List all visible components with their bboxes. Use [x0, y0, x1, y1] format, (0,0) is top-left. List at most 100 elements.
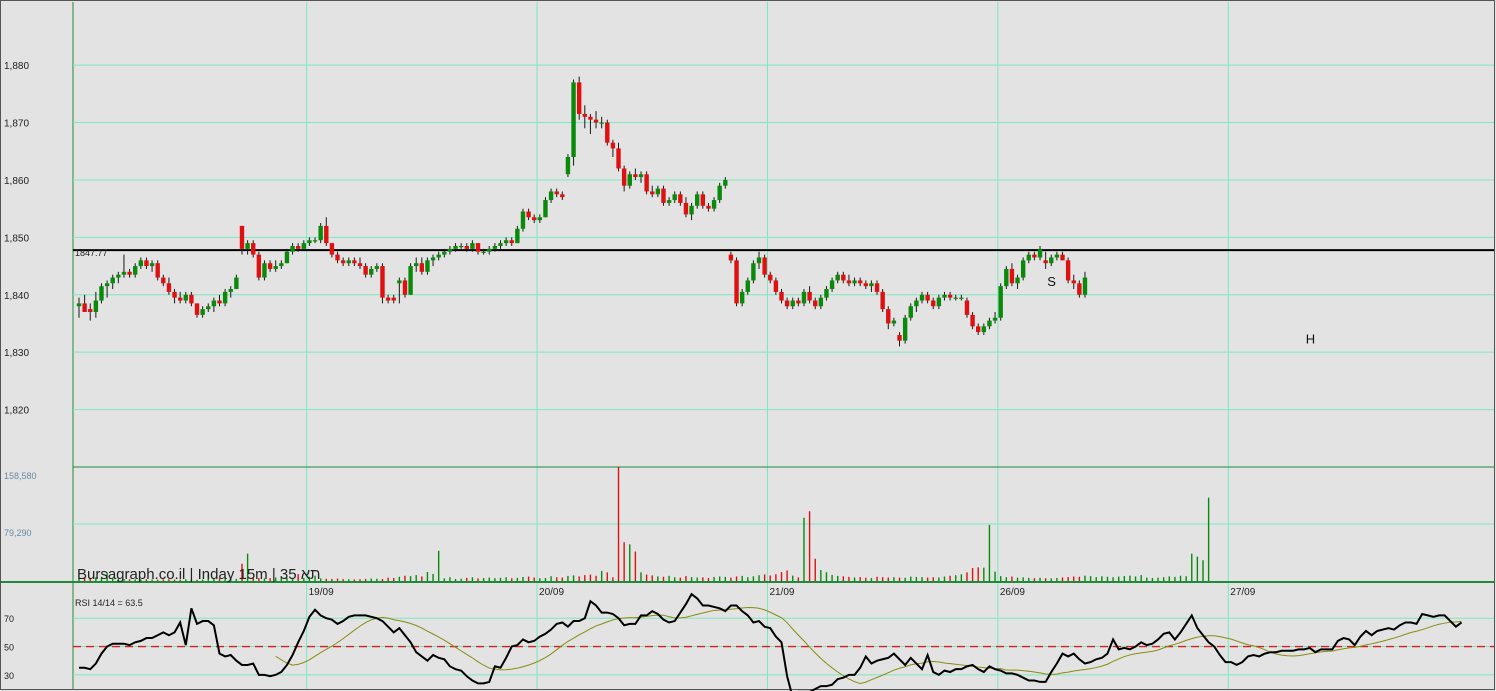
candle-down	[784, 300, 790, 307]
volume-tick-label: 79,290	[4, 528, 32, 538]
candle-up	[318, 225, 323, 241]
candle-up	[981, 326, 987, 333]
candle-up	[914, 300, 919, 307]
candle-up	[425, 260, 430, 272]
grid-lines	[72, 2, 1494, 689]
volume-bars	[78, 467, 1210, 581]
candle-down	[683, 202, 689, 215]
candle-down	[1071, 280, 1076, 284]
candle-up	[818, 297, 824, 307]
candle-up	[537, 217, 543, 221]
candle-up	[436, 254, 441, 258]
candle-up	[992, 317, 998, 321]
candle-down	[194, 303, 200, 315]
candle-down	[324, 225, 329, 244]
candle-up	[852, 280, 857, 284]
candle-up	[262, 263, 267, 278]
candle-down	[391, 297, 396, 301]
candle-down	[464, 245, 469, 249]
candle-up	[93, 300, 99, 312]
candle-down	[217, 300, 222, 304]
candle-down	[475, 243, 481, 252]
candle-up	[397, 280, 402, 284]
candle-up	[790, 300, 795, 307]
candle-down	[172, 291, 177, 298]
candle-up	[1082, 277, 1088, 295]
candle-down	[813, 300, 818, 307]
candle-up	[756, 257, 762, 264]
candle-up	[801, 291, 807, 304]
candle-down	[1065, 260, 1071, 281]
volume-tick-label: 158,580	[4, 471, 37, 481]
candle-up	[149, 263, 155, 267]
candle-down	[863, 283, 868, 287]
candle-down	[661, 188, 666, 203]
reference-price-label: 1847.77	[75, 248, 108, 258]
candle-down	[88, 309, 93, 312]
candle-up	[1004, 268, 1009, 287]
candle-down	[256, 254, 262, 278]
candle-up	[374, 266, 380, 269]
candle-up	[739, 291, 745, 304]
candle-down	[526, 211, 531, 218]
candle-down	[509, 240, 514, 244]
candle-down	[560, 194, 565, 198]
candle-down	[768, 274, 773, 281]
candle-down	[931, 300, 936, 307]
candle-down	[357, 263, 363, 267]
candle-up	[369, 268, 374, 275]
candle-up	[953, 297, 958, 299]
candle-down	[1060, 254, 1065, 261]
candle-up	[346, 260, 351, 264]
candle-down	[779, 291, 784, 301]
candle-down	[964, 300, 970, 315]
candle-up	[481, 251, 486, 253]
candle-down	[621, 168, 627, 186]
candle-up	[121, 271, 127, 275]
candle-down	[352, 260, 357, 264]
candle-up	[1054, 254, 1060, 258]
rsi-label: RSI 14/14 = 63.5	[75, 598, 143, 608]
candle-down	[554, 191, 559, 195]
candle-up	[936, 297, 942, 307]
candle-up	[829, 280, 835, 290]
date-tick-label: 20/09	[539, 587, 564, 598]
candle-down	[380, 266, 385, 298]
candle-down	[610, 142, 616, 149]
price-tick-label: 1,850	[4, 233, 29, 244]
candle-down	[880, 291, 885, 310]
candle-up	[211, 300, 217, 307]
candle-down	[857, 280, 863, 284]
candle-up	[520, 211, 526, 229]
candle-down	[616, 148, 621, 169]
candle-down	[706, 205, 711, 209]
candle-up	[498, 243, 503, 246]
candle-up	[959, 297, 964, 299]
overlays: Bursagraph.co.il | Inday 15m | 35 תא RSI…	[75, 248, 321, 608]
candle-up	[487, 248, 492, 252]
candle-down	[762, 257, 767, 275]
candle-up	[672, 194, 677, 201]
price-tick-label: 1,820	[4, 406, 29, 417]
candle-up	[138, 260, 144, 267]
candle-down	[161, 277, 166, 284]
candle-up	[1015, 277, 1020, 284]
candle-down	[605, 122, 610, 143]
candle-up	[543, 200, 548, 218]
candle-up	[891, 320, 897, 324]
candle-down	[846, 280, 852, 284]
candle-down	[295, 245, 301, 249]
candle-up	[453, 245, 458, 249]
candle-up	[234, 277, 239, 290]
candle-up	[222, 291, 228, 304]
rsi-tick-label: 70	[4, 614, 14, 624]
candle-down	[807, 291, 812, 301]
candle-down	[841, 274, 846, 281]
candle-down	[773, 280, 779, 292]
candle-up	[723, 179, 728, 186]
candle-up	[1049, 257, 1054, 264]
candle-up	[228, 289, 233, 292]
candle-up	[104, 283, 110, 287]
candle-down	[925, 294, 930, 301]
